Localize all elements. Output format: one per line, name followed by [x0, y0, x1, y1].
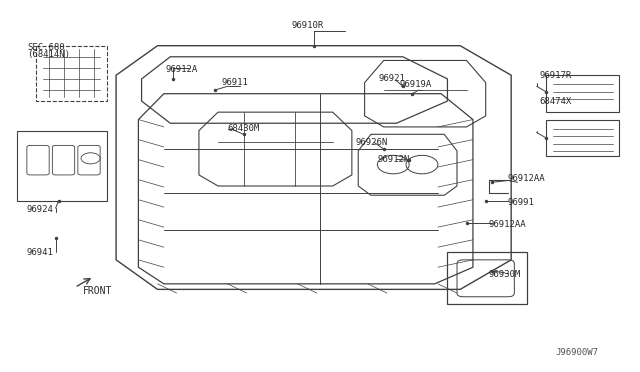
Text: 96912A: 96912A: [166, 65, 198, 74]
Text: 96912N: 96912N: [378, 155, 410, 164]
Text: 96991: 96991: [508, 198, 535, 207]
Text: 96930M: 96930M: [489, 270, 521, 279]
Text: 96917R: 96917R: [540, 71, 572, 80]
Text: 68474X: 68474X: [540, 97, 572, 106]
Text: 96941: 96941: [27, 248, 54, 257]
Text: 96911: 96911: [221, 78, 248, 87]
Text: 68430M: 68430M: [228, 124, 260, 133]
Text: (68414N): (68414N): [27, 51, 70, 60]
Text: 96924: 96924: [27, 205, 54, 215]
Text: FRONT: FRONT: [83, 286, 113, 296]
Text: 96919A: 96919A: [399, 80, 432, 89]
Text: 96910R: 96910R: [291, 21, 324, 30]
Text: 96926N: 96926N: [355, 138, 387, 147]
Text: 96912AA: 96912AA: [508, 174, 546, 183]
Text: J96900W7: J96900W7: [556, 348, 599, 357]
Text: SEC.680: SEC.680: [27, 43, 65, 52]
Text: 96921: 96921: [379, 74, 406, 83]
FancyBboxPatch shape: [1, 5, 639, 367]
Text: 96912AA: 96912AA: [489, 220, 527, 229]
